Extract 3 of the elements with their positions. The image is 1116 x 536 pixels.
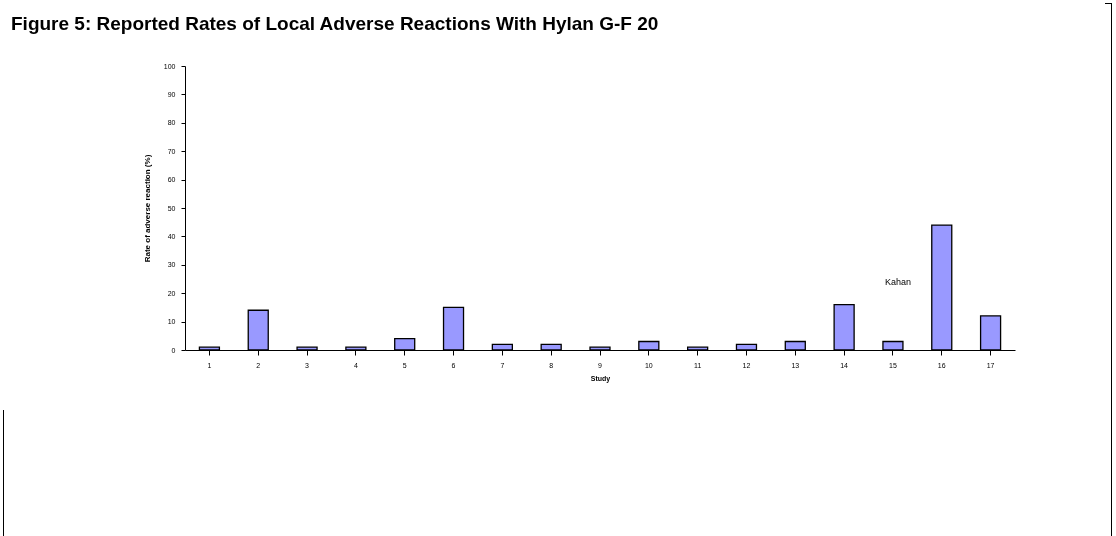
chart-title: Figure 5: Reported Rates of Local Adverse Reactions With Hylan G-F 20 <box>11 13 659 34</box>
annotation: Kahan <box>885 277 912 287</box>
y-axis-title: Rate of adverse reaction (%) <box>142 154 152 263</box>
